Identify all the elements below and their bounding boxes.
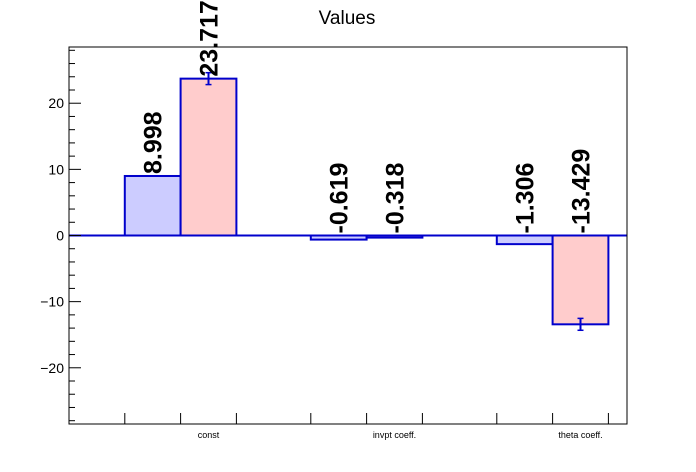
axes-layer: −20 −10 0 10 20 const invpt coeff. theta coeff. xyxy=(40,46,628,440)
x-category-label: theta coeff. xyxy=(558,430,602,440)
y-tick-label: 0 xyxy=(56,228,64,244)
y-tick-label: −20 xyxy=(40,360,64,376)
y-tick-label: 20 xyxy=(48,95,64,111)
chart-title: Values xyxy=(319,8,376,29)
x-category-label: invpt coeff. xyxy=(373,430,416,440)
data-label: -1.306 xyxy=(512,163,540,234)
x-category-label: const xyxy=(198,430,220,440)
bars-layer xyxy=(123,71,610,332)
bar xyxy=(495,234,554,246)
data-label: 8.998 xyxy=(140,111,168,174)
bar xyxy=(551,234,610,326)
data-label: 23.717 xyxy=(196,0,224,76)
bar xyxy=(179,77,238,237)
data-label: -13.429 xyxy=(568,149,596,234)
data-labels-layer: 8.998 -0.619 -1.306 23.717 -0.318 -13.429 xyxy=(140,0,596,233)
y-tick-label: 10 xyxy=(48,161,64,177)
data-label: -0.318 xyxy=(382,163,410,234)
y-tick-label: −10 xyxy=(40,294,64,310)
bar xyxy=(123,174,182,237)
data-label: -0.619 xyxy=(326,163,354,234)
